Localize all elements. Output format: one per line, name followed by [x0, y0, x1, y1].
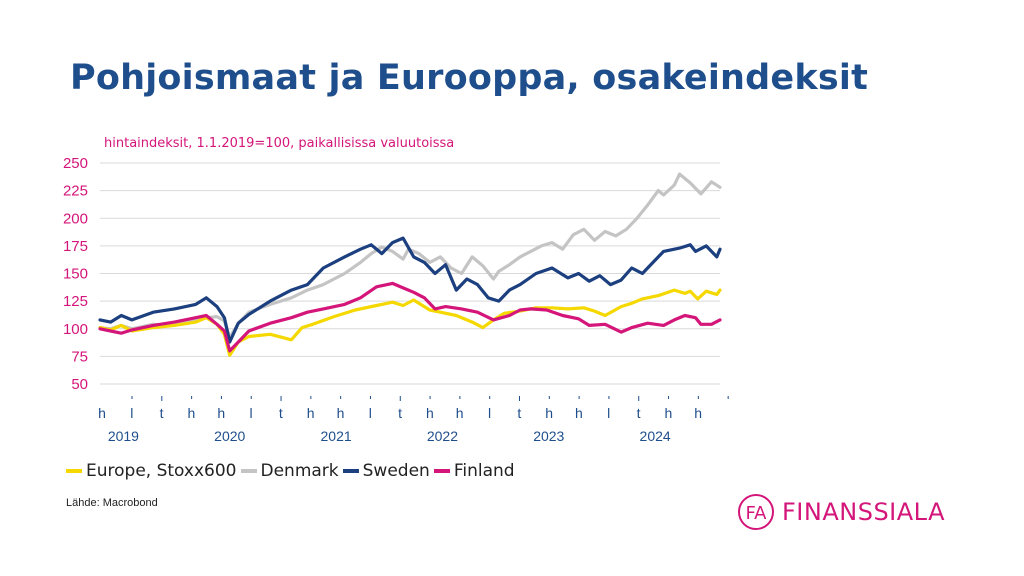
- x-quarter-label-10: t: [398, 405, 402, 421]
- y-tick-label-200: 200: [63, 210, 88, 227]
- legend-swatch-finland: [433, 469, 450, 473]
- x-quarter-label-9: l: [369, 405, 372, 421]
- x-quarter-label-6: t: [279, 405, 283, 421]
- legend-label-europe: Europe, Stoxx600: [86, 461, 237, 481]
- y-tick-label-225: 225: [63, 183, 88, 200]
- x-year-label-2023: 2023: [533, 428, 564, 444]
- source-note: Lähde: Macrobond: [66, 497, 158, 509]
- chart-legend: Europe, Stoxx600 Denmark Sweden Finland: [66, 461, 519, 481]
- x-quarter-label-0: h: [98, 405, 106, 421]
- y-tick-label-50: 50: [71, 376, 88, 393]
- legend-item-europe: Europe, Stoxx600: [66, 461, 237, 481]
- legend-label-finland: Finland: [453, 461, 515, 481]
- x-year-label-2020: 2020: [214, 428, 245, 444]
- fa-logo-icon: FA: [738, 494, 774, 530]
- x-year-label-2021: 2021: [321, 428, 352, 444]
- x-quarter-label-12: h: [456, 405, 464, 421]
- y-tick-label-75: 75: [71, 348, 88, 365]
- finanssiala-logo: FA FINANSSIALA: [736, 492, 945, 532]
- y-tick-label-125: 125: [63, 293, 88, 310]
- series-line-europe-stoxx600: [98, 288, 722, 357]
- x-quarter-label-2: t: [160, 405, 164, 421]
- legend-item-denmark: Denmark: [240, 461, 339, 481]
- legend-swatch-sweden: [342, 469, 359, 473]
- chart-subtitle: hintaindeksit, 1.1.2019=100, paikallisis…: [104, 136, 455, 151]
- x-quarter-label-7: h: [307, 405, 315, 421]
- x-quarter-label-19: h: [664, 405, 672, 421]
- y-tick-label-100: 100: [63, 321, 88, 338]
- legend-item-sweden: Sweden: [342, 461, 430, 481]
- x-quarter-label-1: l: [130, 405, 133, 421]
- x-year-label-2022: 2022: [427, 428, 458, 444]
- x-quarter-label-5: l: [249, 405, 252, 421]
- logo-mark-text: FA: [745, 503, 767, 524]
- x-quarter-label-3: h: [188, 405, 196, 421]
- x-quarter-label-14: t: [517, 405, 521, 421]
- y-tick-label-175: 175: [63, 238, 88, 255]
- x-quarter-label-15: h: [545, 405, 553, 421]
- page-title: Pohjoismaat ja Eurooppa, osakeindeksit: [70, 58, 869, 98]
- x-quarter-label-8: h: [337, 405, 345, 421]
- legend-swatch-denmark: [240, 469, 257, 473]
- x-year-label-2024: 2024: [640, 428, 671, 444]
- x-quarter-label-18: t: [637, 405, 641, 421]
- legend-label-denmark: Denmark: [260, 461, 339, 481]
- x-quarter-label-13: l: [488, 405, 491, 421]
- y-tick-label-250: 250: [63, 155, 88, 172]
- logo-text: FINANSSIALA: [782, 498, 946, 526]
- x-quarter-label-11: h: [426, 405, 434, 421]
- x-quarter-label-20: h: [694, 405, 702, 421]
- y-tick-label-150: 150: [63, 266, 88, 283]
- x-year-label-2019: 2019: [108, 428, 139, 444]
- x-quarter-label-4: h: [217, 405, 225, 421]
- series-line-sweden: [98, 236, 722, 344]
- legend-label-sweden: Sweden: [362, 461, 430, 481]
- series-line-finland: [98, 281, 722, 353]
- legend-swatch-europe: [66, 469, 82, 473]
- legend-item-finland: Finland: [433, 461, 515, 481]
- x-quarter-label-16: h: [575, 405, 583, 421]
- x-quarter-label-17: l: [607, 405, 610, 421]
- series-line-denmark: [98, 172, 722, 340]
